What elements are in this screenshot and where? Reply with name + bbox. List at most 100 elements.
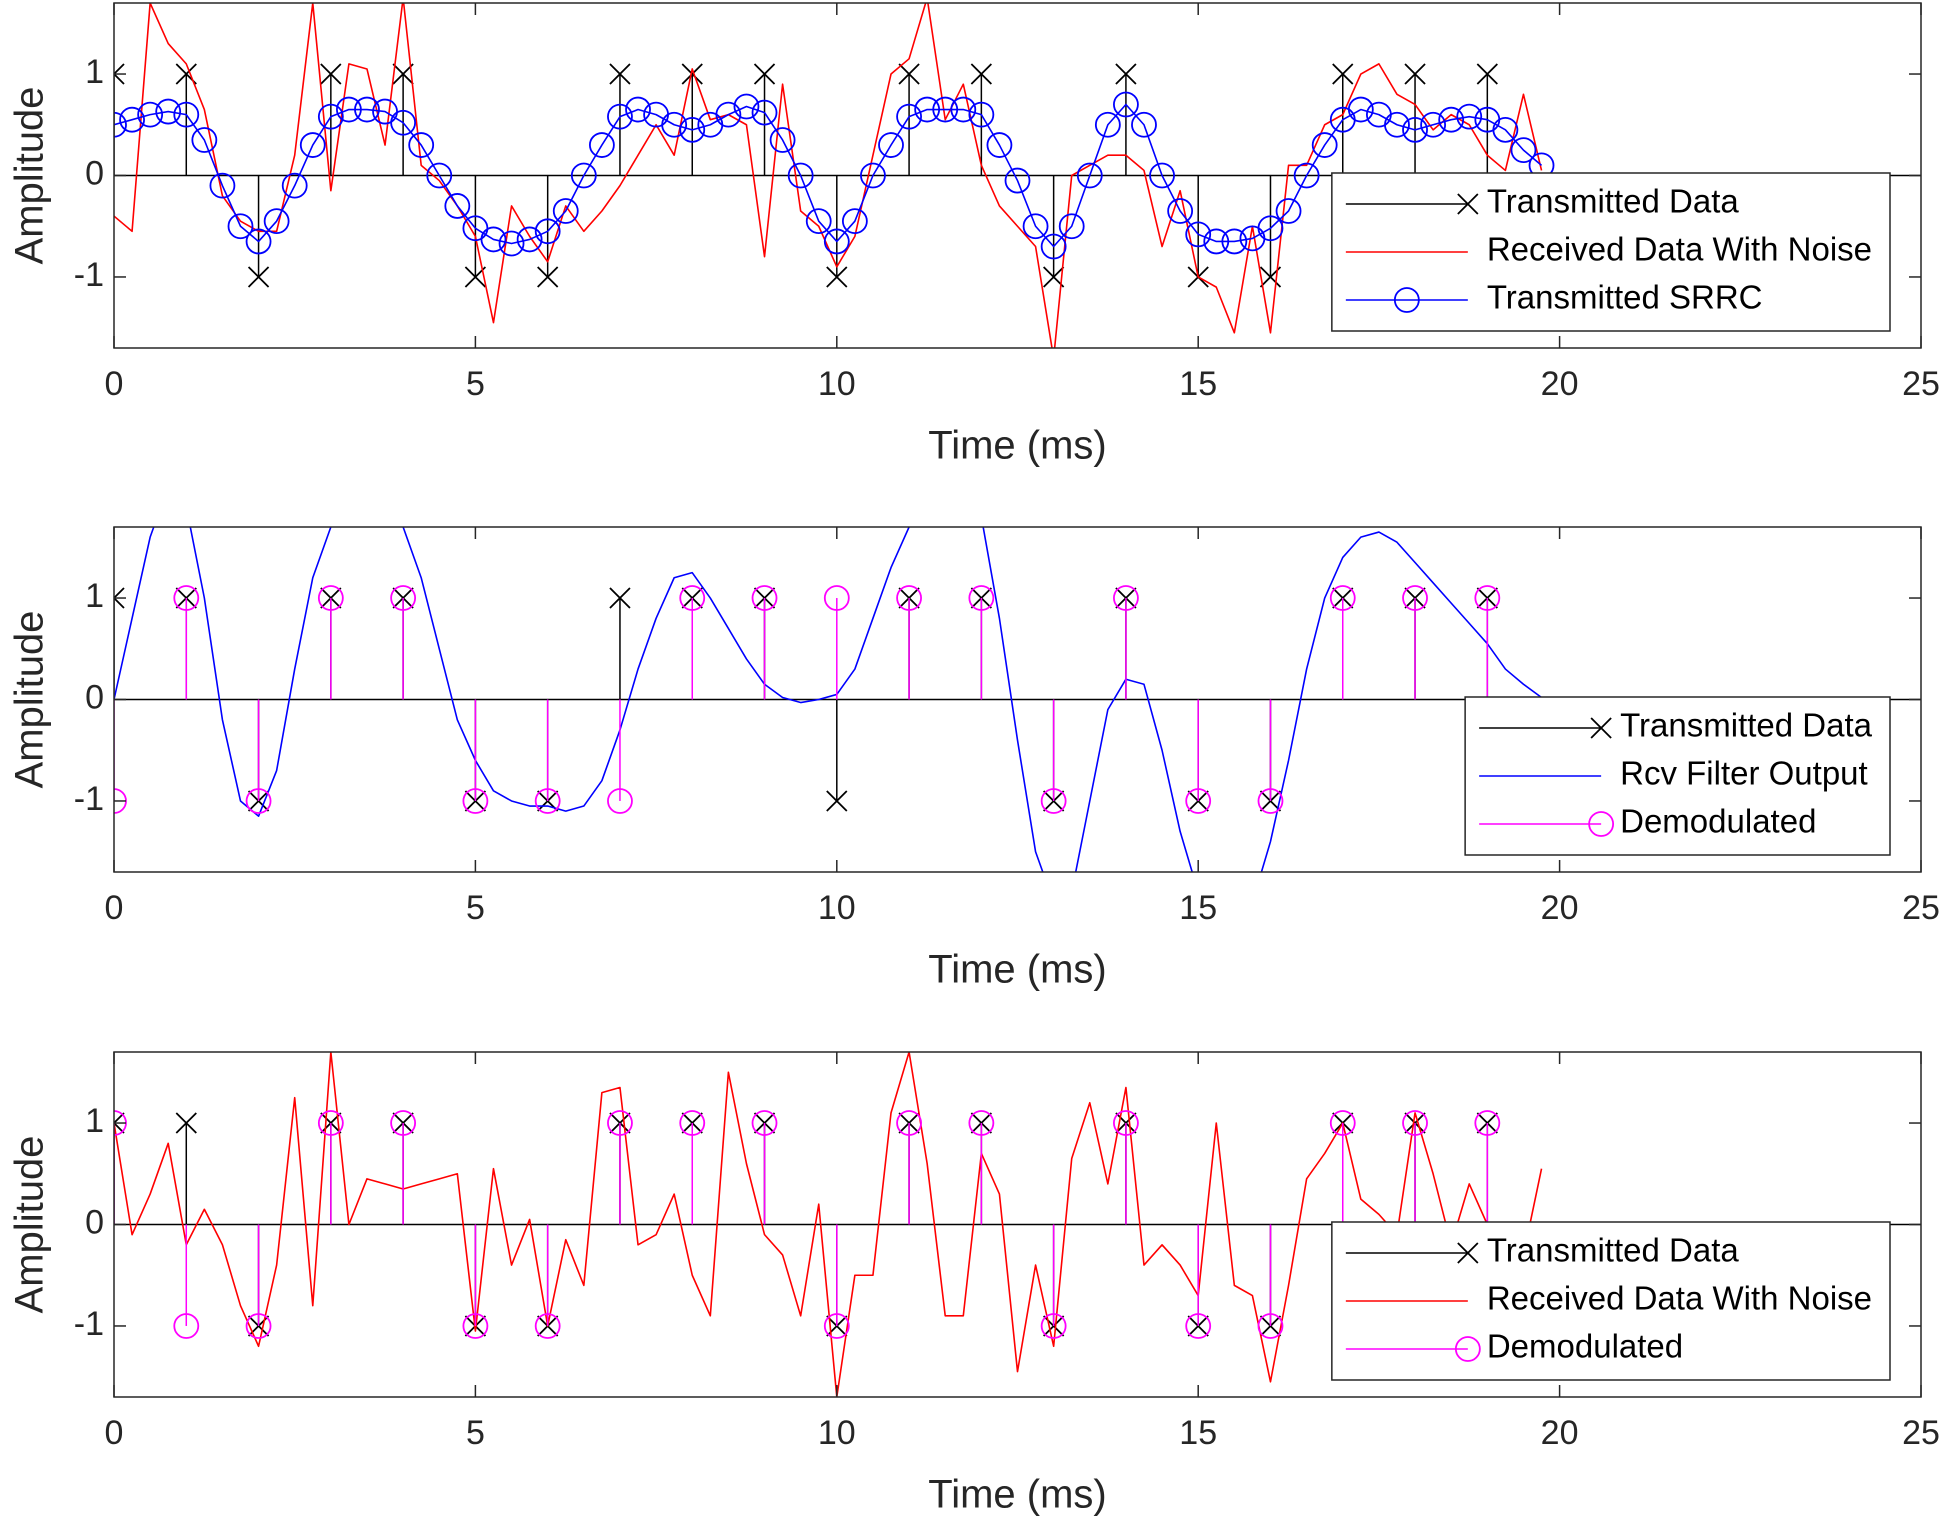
stem-marker [247, 266, 270, 288]
data-line [114, 527, 1543, 872]
stem-marker [317, 1110, 344, 1136]
stem-marker [679, 1110, 706, 1136]
stem-marker [534, 1313, 561, 1339]
stem-marker [1113, 585, 1139, 611]
legend: Transmitted Data Rcv Filter Output Demodul… [1464, 696, 1891, 856]
plot-content [114, 527, 1921, 872]
y-tick-label: 1 [85, 1102, 104, 1140]
stem-marker [1474, 1110, 1501, 1136]
line-marker [173, 101, 200, 128]
legend-marker [1588, 811, 1615, 837]
y-axis-label: Amplitude [8, 1136, 52, 1314]
y-tick-label: 0 [85, 154, 104, 192]
x-tick-label: 25 [1902, 1414, 1940, 1452]
y-axis-label: Amplitude [8, 87, 52, 265]
plot-content [114, 1052, 1921, 1397]
line-marker [191, 127, 218, 153]
stem-marker [1185, 1313, 1212, 1339]
y-axis-label: Amplitude [8, 611, 52, 789]
line-marker [444, 193, 471, 219]
stem-marker [464, 790, 487, 812]
line-marker [336, 96, 362, 123]
line-marker [426, 162, 453, 189]
legend-marker [1590, 717, 1612, 739]
stem-marker [968, 1110, 995, 1136]
line-marker [245, 228, 272, 255]
stem-marker [1474, 585, 1501, 611]
line-marker [1384, 111, 1410, 138]
line-marker [317, 103, 344, 130]
line-marker [209, 172, 236, 199]
x-tick-label: 0 [105, 365, 124, 403]
stem-marker [1329, 1110, 1356, 1136]
x-tick-label: 0 [105, 889, 124, 927]
x-axis-label: Time (ms) [928, 1473, 1106, 1517]
stem-marker [823, 1313, 850, 1339]
legend: Transmitted Data Received Data With Noise… [1331, 1221, 1891, 1381]
stem-marker [1113, 1110, 1139, 1136]
line-marker [1293, 162, 1320, 189]
stem-marker [320, 63, 342, 85]
line-marker [1058, 213, 1085, 240]
stem-marker [462, 1313, 489, 1339]
x-axis-label: Time (ms) [928, 948, 1106, 992]
line-marker [914, 96, 941, 123]
y-tick-label: 1 [85, 577, 104, 615]
stem-marker [968, 585, 995, 611]
stem-marker [896, 585, 922, 611]
x-tick-label: 20 [1541, 1414, 1579, 1452]
stem-marker [1402, 1110, 1428, 1136]
stem-marker [753, 587, 776, 609]
stem-marker [898, 63, 920, 85]
stem-marker [245, 788, 272, 814]
line-marker [1311, 132, 1338, 158]
stem-marker [175, 1112, 197, 1134]
stem-marker [462, 788, 489, 814]
legend-label: Demodulated [1487, 1328, 1683, 1365]
line-marker [950, 96, 977, 123]
stem-marker [1332, 63, 1354, 85]
x-tick-label: 10 [818, 365, 856, 403]
legend-label: Rcv Filter Output [1620, 755, 1868, 792]
stem-marker [681, 587, 703, 609]
legend-label: Transmitted Data [1487, 1232, 1740, 1269]
line-marker [1347, 96, 1374, 123]
line-marker [1492, 116, 1519, 143]
x-tick-label: 5 [466, 889, 485, 927]
line-marker [534, 218, 561, 245]
stem-marker [1040, 1313, 1067, 1339]
line-marker [390, 109, 417, 136]
line-marker [896, 103, 922, 130]
subplot: 0 5 10 15 20 25 -1 0 1 Time (ms) Amplitude Transmit… [8, 1051, 1940, 1517]
stem-marker [826, 266, 848, 288]
stem-marker [1404, 587, 1426, 609]
x-tick-label: 10 [818, 889, 856, 927]
stem-marker [898, 587, 920, 609]
x-tick-label: 15 [1179, 889, 1217, 927]
line-marker [1402, 116, 1428, 143]
stem-marker [1332, 587, 1354, 609]
line-marker [1113, 91, 1139, 118]
stem-marker [1040, 788, 1067, 814]
legend-marker [1393, 287, 1420, 313]
line-marker [1438, 106, 1465, 133]
stem-marker [537, 266, 559, 288]
plot-content [114, 3, 1921, 348]
legend: Transmitted Data Received Data With Noise… [1331, 172, 1891, 332]
line-marker [715, 101, 742, 128]
legend-label: Transmitted Data [1487, 183, 1740, 220]
line-marker [968, 101, 995, 128]
stem-marker [970, 587, 992, 609]
stem-marker [317, 585, 344, 611]
line-marker [1185, 221, 1212, 248]
line-marker [408, 132, 435, 158]
subplot: 0 5 10 15 20 25 -1 0 1 Time (ms) Amplitude Transmit… [8, 2, 1940, 468]
x-tick-label: 20 [1541, 889, 1579, 927]
line-marker [1149, 162, 1175, 189]
stem-marker [114, 587, 125, 609]
stem-marker [1257, 788, 1284, 814]
line-marker [1510, 137, 1537, 164]
line-marker [787, 162, 814, 189]
line-marker [878, 132, 904, 158]
